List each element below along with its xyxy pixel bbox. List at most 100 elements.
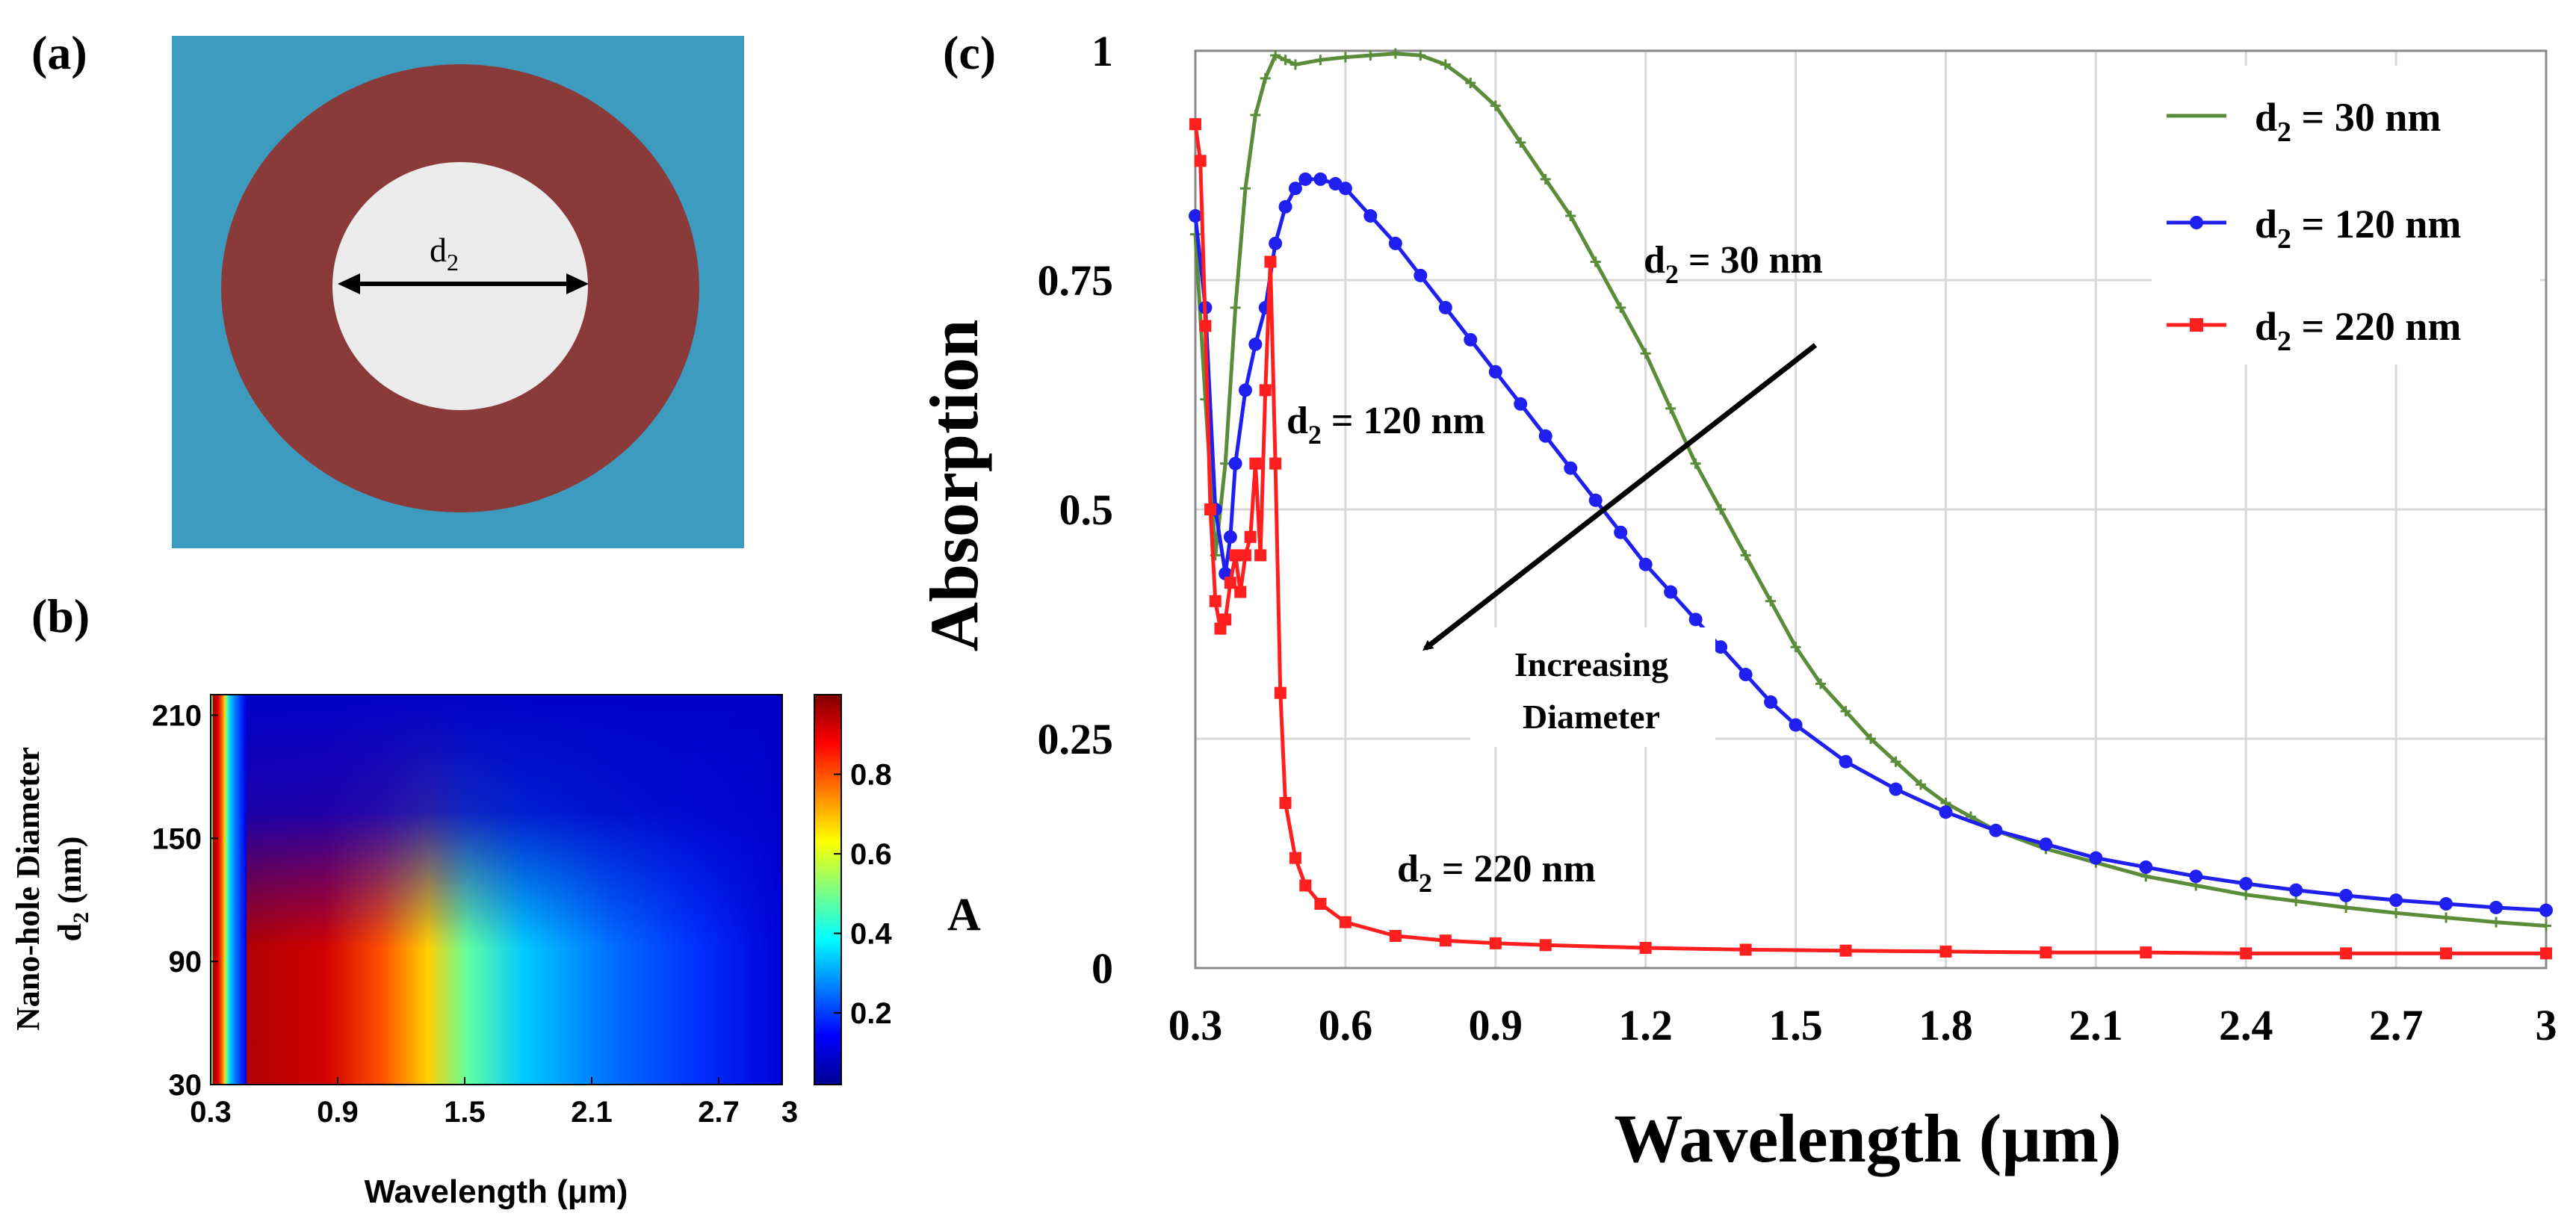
data-point: [1269, 457, 1282, 470]
heatmap-x-axis-label: Wavelength (μm): [365, 1173, 628, 1210]
colorbar-label: A: [947, 890, 981, 940]
data-point: [1230, 302, 1241, 313]
legend-marker-120: [2190, 216, 2203, 229]
legend-entry-220: d2 = 220 nm: [2167, 304, 2461, 357]
data-point: [1209, 595, 1222, 607]
data-point: [2240, 947, 2253, 960]
data-point: [2189, 869, 2203, 884]
heatmap-image: [211, 695, 782, 1085]
heatmap-y-tick-label: 210: [152, 699, 202, 732]
data-point: [1194, 155, 1207, 167]
data-point: [1249, 457, 1262, 470]
data-point: [1299, 879, 1312, 892]
panel-label-c: (c): [943, 26, 996, 79]
data-point: [1640, 348, 1651, 359]
data-point: [1490, 100, 1501, 111]
data-point: [1688, 612, 1703, 627]
colorbar: [814, 694, 842, 1085]
data-point: [1638, 557, 1653, 571]
data-point: [1315, 55, 1326, 66]
colorbar-tick-label: 0.2: [850, 997, 892, 1030]
x-tick-label: 0.9: [1469, 1001, 1523, 1049]
data-point: [2340, 947, 2353, 960]
data-point: [1939, 945, 1952, 958]
x-tick-label: 3: [2536, 1001, 2557, 1049]
panel-a-illustration: d2: [172, 36, 744, 548]
diameter-label: d2: [430, 231, 459, 276]
legend-entry-120: d2 = 120 nm: [2167, 202, 2461, 255]
data-point: [1790, 642, 1801, 653]
series-d2-120-nm: [1189, 172, 2553, 917]
x-tick-label: 1.5: [1768, 1001, 1823, 1049]
increasing-diameter-arrow-icon: [1422, 343, 1818, 651]
data-point: [1289, 59, 1301, 70]
diameter-arrow-right-icon: [566, 273, 589, 294]
data-point: [1665, 403, 1676, 414]
data-point: [1270, 50, 1281, 61]
data-point: [1815, 678, 1827, 689]
data-point: [2541, 920, 2551, 931]
heatmap-uv-band: [211, 695, 247, 1085]
data-point: [1340, 52, 1351, 63]
data-point: [1279, 796, 1292, 809]
y-tick-label: 0: [1092, 944, 1113, 993]
data-point: [1248, 337, 1263, 351]
x-tick-label: 1.8: [1919, 1001, 1973, 1049]
data-point: [2241, 889, 2252, 900]
data-point: [1234, 586, 1247, 598]
heatmap-x-tick-label: 1.5: [444, 1096, 486, 1129]
heatmap-x-tick-label: 0.9: [317, 1096, 359, 1129]
data-point: [1989, 823, 2003, 837]
data-point: [1514, 397, 1528, 411]
annotation-backdrop: [1470, 627, 1715, 747]
data-point: [1269, 236, 1283, 250]
legend-label-30: d2 = 30 nm: [2255, 95, 2441, 148]
data-point: [1765, 595, 1777, 607]
data-point: [1223, 530, 1237, 544]
arrow-label-line2: Diameter: [1523, 698, 1660, 736]
y-ticks: 0 0.25 0.5 0.75 1: [1038, 27, 1114, 993]
heatmap-x-tick-label: 3: [781, 1096, 798, 1129]
data-point: [2439, 897, 2453, 911]
data-point: [1224, 577, 1236, 589]
x-tick-label: 0.3: [1168, 1001, 1223, 1049]
data-point: [1540, 173, 1551, 184]
data-point: [1614, 525, 1628, 539]
data-point: [1565, 211, 1576, 222]
heatmap-x-ticks: 0.3 0.9 1.5 2.1 2.7 3: [190, 1077, 798, 1129]
data-point: [1739, 668, 1753, 682]
heatmap-x-tick-label: 2.1: [571, 1096, 613, 1129]
x-tick-label: 2.1: [2069, 1001, 2123, 1049]
data-point: [1339, 916, 1352, 928]
data-point: [1244, 530, 1257, 543]
x-tick-label: 1.2: [1618, 1001, 1673, 1049]
data-point: [2291, 896, 2302, 907]
data-point: [2341, 902, 2352, 913]
data-point: [1890, 756, 1901, 767]
colorbar-tick-label: 0.8: [850, 759, 892, 792]
data-point: [1740, 550, 1751, 561]
x-tick-label: 2.4: [2219, 1001, 2273, 1049]
data-point: [1714, 640, 1728, 654]
data-point: [1239, 549, 1251, 562]
data-point: [1238, 383, 1252, 397]
data-point: [1915, 779, 1926, 790]
data-point: [1839, 944, 1852, 957]
data-point: [1690, 458, 1701, 469]
data-point: [1214, 622, 1227, 635]
data-point: [1440, 59, 1451, 70]
legend-label-120: d2 = 120 nm: [2255, 202, 2461, 255]
data-point: [2389, 893, 2403, 908]
data-point: [1298, 172, 1313, 186]
data-point: [1365, 50, 1376, 61]
colorbar-tick-label: 0.4: [850, 918, 892, 951]
panel-label-b: (b): [31, 589, 90, 642]
data-point: [1313, 172, 1328, 186]
annotation-d2-120: d2 = 120 nm: [1287, 400, 1485, 450]
data-point: [1219, 613, 1232, 626]
data-point: [1274, 686, 1287, 699]
data-point: [2491, 917, 2502, 928]
data-point: [1789, 718, 1803, 732]
data-point: [1204, 503, 1217, 515]
